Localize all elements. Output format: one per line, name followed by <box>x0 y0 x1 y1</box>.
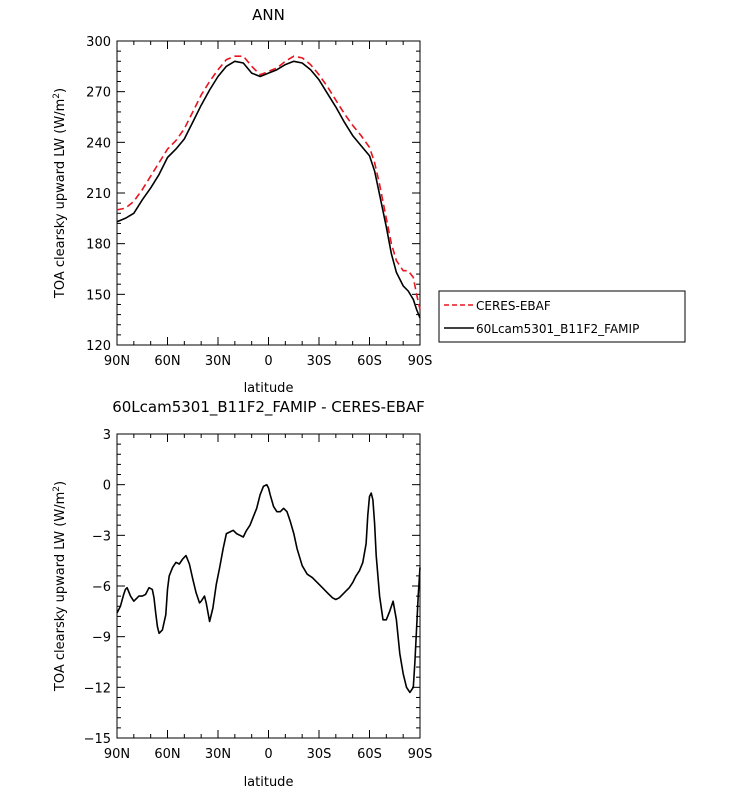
x-axis-label: latitude <box>244 381 294 396</box>
x-tick-label: 90S <box>408 354 433 369</box>
x-axis-label: latitude <box>244 775 294 790</box>
x-tick-label: 90N <box>104 354 130 369</box>
x-tick-label: 30S <box>307 354 332 369</box>
y-tick-label: 180 <box>86 238 111 253</box>
x-tick-label: 30N <box>205 354 231 369</box>
y-tick-label: 270 <box>86 86 111 101</box>
legend: CERES-EBAF 60Lcam5301_B11F2_FAMIP <box>438 290 686 343</box>
x-tick-label: 90N <box>104 747 130 762</box>
series-line-1 <box>116 483 421 694</box>
y-tick-label: 3 <box>103 428 111 443</box>
x-tick-label: 30N <box>205 747 231 762</box>
x-tick-label: 60N <box>154 747 180 762</box>
y-tick-label: 150 <box>86 288 111 303</box>
y-tick-label: 120 <box>86 339 111 354</box>
y-tick-label: 240 <box>86 136 111 151</box>
x-tick-label: 30S <box>307 747 332 762</box>
x-tick-label: 0 <box>264 747 272 762</box>
y-tick-label: −12 <box>84 681 111 696</box>
legend-entry: 60Lcam5301_B11F2_FAMIP <box>476 322 639 336</box>
legend-entry: CERES-EBAF <box>476 299 551 313</box>
y-tick-label: −15 <box>84 732 111 747</box>
x-tick-label: 90S <box>408 747 433 762</box>
plot-frame <box>116 40 421 346</box>
y-tick-label: 210 <box>86 187 111 202</box>
y-axis-label: TOA clearsky upward LW (W/m2) <box>52 481 68 692</box>
x-tick-label: 0 <box>264 354 272 369</box>
chart-title: 60Lcam5301_B11F2_FAMIP - CERES-EBAF <box>112 398 425 417</box>
y-tick-label: 0 <box>103 479 111 494</box>
plot-frame <box>116 433 421 739</box>
series-line-2 <box>116 60 421 319</box>
x-tick-label: 60N <box>154 354 180 369</box>
chart-title: ANN <box>252 6 285 24</box>
y-tick-label: 300 <box>86 35 111 50</box>
y-axis-label: TOA clearsky upward LW (W/m2) <box>52 88 68 299</box>
chart-panel-1: 120 150 180 210 240 270 300 90N 60N 30N 0 30S 60S 90S… <box>52 6 686 396</box>
series-line-1 <box>116 55 421 310</box>
x-tick-label: 60S <box>357 747 382 762</box>
y-tick-label: −9 <box>92 631 111 646</box>
legend-box <box>438 290 686 343</box>
y-tick-label: −3 <box>92 529 111 544</box>
chart-panel-2: −15 −12 −9 −6 −3 0 3 90N 60N 30N 0 30S 60S 90S 60Lcam5… <box>52 398 432 790</box>
y-tick-label: −6 <box>92 580 111 595</box>
x-tick-label: 60S <box>357 354 382 369</box>
